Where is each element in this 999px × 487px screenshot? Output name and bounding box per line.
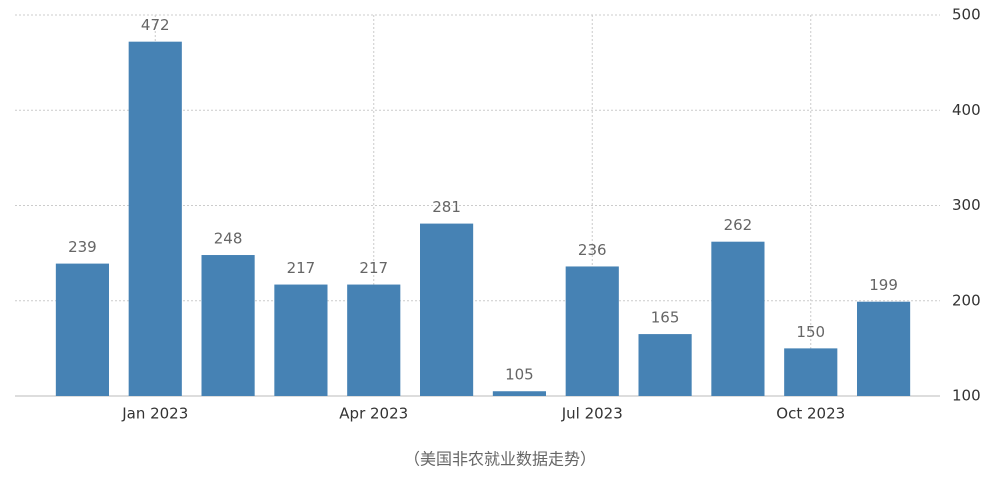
value-label: 165	[651, 309, 680, 327]
value-label: 281	[432, 198, 461, 216]
value-label: 217	[359, 259, 388, 277]
bar	[274, 284, 328, 396]
y-tick-label: 200	[952, 291, 981, 309]
bar	[55, 263, 110, 396]
x-tick-label: Oct 2023	[776, 405, 845, 423]
value-label: 199	[869, 276, 898, 294]
y-tick-label: 100	[952, 387, 981, 405]
y-tick-label: 400	[952, 101, 981, 119]
y-tick-label: 300	[952, 196, 981, 214]
value-label: 239	[68, 238, 97, 256]
x-tick-label: Jul 2023	[561, 405, 623, 423]
bar	[856, 301, 911, 396]
bar	[638, 334, 692, 396]
x-tick-label: Jan 2023	[121, 405, 188, 423]
value-label: 472	[141, 16, 170, 34]
y-tick-label: 500	[952, 6, 981, 24]
value-label: 217	[287, 259, 316, 277]
value-label: 248	[214, 230, 243, 248]
value-label: 236	[578, 241, 607, 259]
value-label: 262	[724, 216, 753, 234]
bar	[492, 391, 547, 396]
bar	[565, 266, 619, 396]
bar	[347, 284, 401, 396]
x-tick-label: Apr 2023	[339, 405, 408, 423]
bar	[128, 41, 182, 397]
bar	[711, 241, 765, 396]
bar	[784, 348, 838, 396]
bar	[201, 255, 255, 396]
bar	[419, 223, 474, 396]
chart-caption: （美国非农就业数据走势）	[404, 450, 596, 469]
value-label: 150	[796, 323, 825, 341]
value-label: 105	[505, 366, 534, 384]
